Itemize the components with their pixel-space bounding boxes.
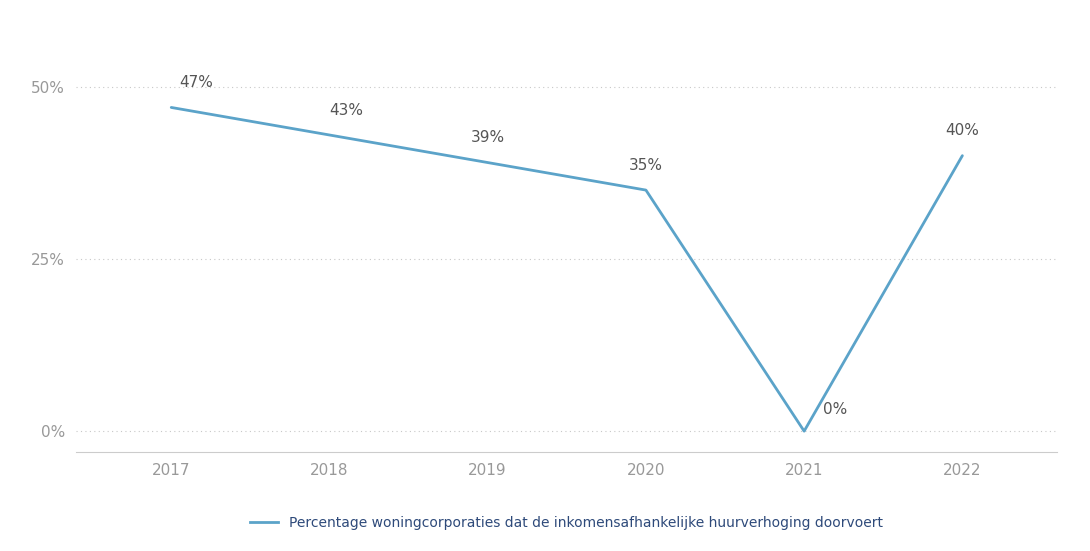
Text: 0%: 0% (823, 402, 847, 418)
Text: 39%: 39% (471, 131, 505, 145)
Legend: Percentage woningcorporaties dat de inkomensafhankelijke huurverhoging doorvoert: Percentage woningcorporaties dat de inko… (245, 511, 888, 536)
Text: 40%: 40% (945, 123, 979, 138)
Text: 47%: 47% (179, 75, 213, 90)
Text: 43%: 43% (329, 103, 363, 118)
Text: 35%: 35% (629, 158, 663, 173)
